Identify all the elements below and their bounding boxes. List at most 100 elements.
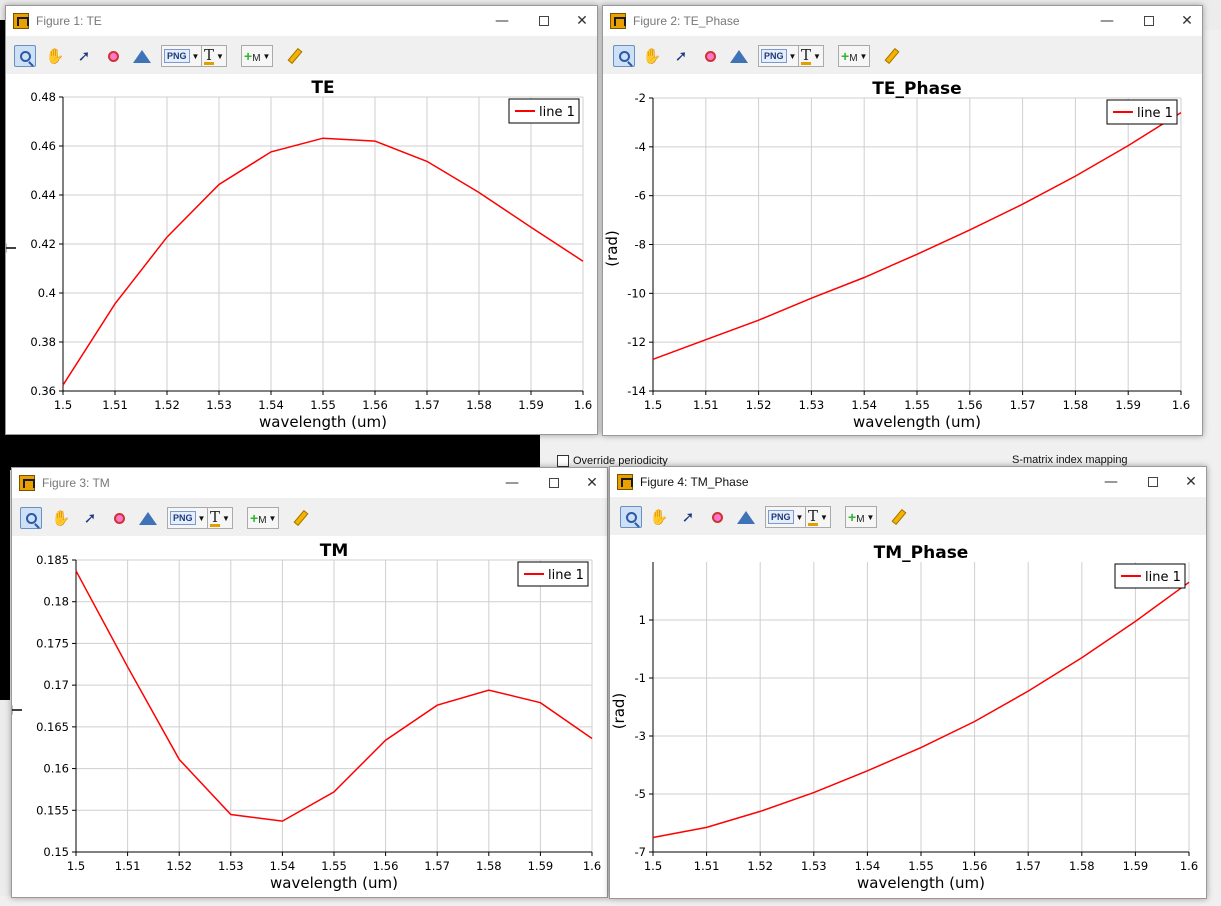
cursor-arrow-icon: ➚ (83, 510, 97, 527)
plot-area[interactable]: 1.5 1.51 1.52 1.53 1.54 1.55 1.56 1.57 1.58 1.59 1… (12, 536, 607, 897)
title-bar[interactable]: Figure 2: TE_Phase — ✕ (603, 6, 1202, 36)
select-tool-button[interactable]: ➚ (73, 45, 95, 67)
maximize-button[interactable] (1138, 471, 1168, 493)
export-png-dropdown[interactable]: PNG ▼ (167, 507, 209, 529)
magnifier-icon (25, 512, 37, 524)
x-tick-label: 1.52 (166, 859, 192, 873)
x-tick-label: 1.58 (1063, 398, 1089, 412)
x-axis-label: wavelength (um) (259, 413, 387, 431)
plot-area[interactable]: 1.5 1.51 1.52 1.53 1.54 1.55 1.56 1.57 1.58 1.59 1… (603, 74, 1202, 435)
autoscale-button[interactable] (131, 45, 153, 67)
maximize-button[interactable] (529, 10, 559, 32)
close-button[interactable]: ✕ (1185, 474, 1197, 490)
x-tick-label: 1.57 (1015, 859, 1041, 873)
pan-tool-button[interactable]: ✋ (648, 506, 670, 528)
pan-tool-button[interactable]: ✋ (641, 45, 663, 67)
text-tool-dropdown[interactable]: T ▼ (798, 45, 824, 67)
maximize-button[interactable] (1134, 10, 1164, 32)
figure-window-te[interactable]: Figure 1: TE — ✕ ✋ ➚ PNG ▼ T ▼ +M ▼ 1.5 1.51… (5, 5, 598, 435)
y-tick-label: 0.38 (30, 335, 56, 349)
edit-button[interactable] (284, 45, 306, 67)
data-cursor-button[interactable] (699, 45, 721, 67)
x-tick-label: 1.6 (574, 398, 592, 412)
title-bar[interactable]: Figure 4: TM_Phase — ✕ (610, 467, 1206, 497)
marker-tool-dropdown[interactable]: +M ▼ (247, 507, 280, 529)
legend-label: line 1 (1145, 570, 1181, 585)
marker-tool-dropdown[interactable]: +M ▼ (838, 45, 871, 67)
select-tool-button[interactable]: ➚ (670, 45, 692, 67)
marker-tool-dropdown[interactable]: +M ▼ (845, 506, 878, 528)
autoscale-button[interactable] (728, 45, 750, 67)
y-tick-label: 0.42 (30, 237, 56, 251)
autoscale-button[interactable] (735, 506, 757, 528)
select-tool-button[interactable]: ➚ (677, 506, 699, 528)
export-png-dropdown[interactable]: PNG ▼ (758, 45, 800, 67)
zoom-tool-button[interactable] (613, 45, 635, 67)
close-button[interactable]: ✕ (586, 475, 598, 491)
hand-icon: ✋ (51, 510, 71, 527)
zoom-tool-button[interactable] (14, 45, 36, 67)
edit-button[interactable] (290, 507, 312, 529)
legend-label: line 1 (539, 105, 575, 120)
title-bar[interactable]: Figure 1: TE — ✕ (6, 6, 597, 36)
y-tick-label: 0.155 (36, 803, 69, 817)
data-cursor-button[interactable] (108, 507, 130, 529)
zoom-tool-button[interactable] (20, 507, 42, 529)
x-tick-label: 1.56 (362, 398, 388, 412)
x-tick-label: 1.59 (1123, 859, 1149, 873)
y-tick-label: 0.175 (36, 636, 69, 650)
pencil-icon (287, 47, 303, 65)
chevron-down-icon: ▼ (222, 513, 230, 523)
zoom-tool-button[interactable] (620, 506, 642, 528)
x-tick-label: 1.5 (644, 859, 662, 873)
hand-icon: ✋ (45, 48, 65, 65)
export-png-dropdown[interactable]: PNG ▼ (161, 45, 203, 67)
override-periodicity-checkbox[interactable] (557, 455, 569, 467)
x-tick-label: 1.59 (1115, 398, 1141, 412)
maximize-button[interactable] (539, 472, 569, 494)
y-tick-label: 0.165 (36, 720, 69, 734)
text-tool-dropdown[interactable]: T ▼ (805, 506, 831, 528)
figure-window-tm-phase[interactable]: Figure 4: TM_Phase — ✕ ✋ ➚ PNG ▼ T ▼ +M ▼ 1… (609, 466, 1207, 899)
y-tick-label: 0.17 (43, 678, 69, 692)
y-axis-label: T (6, 243, 20, 254)
figure-toolbar: ✋ ➚ PNG ▼ T ▼ +M ▼ (610, 497, 1206, 535)
x-tick-label: 1.6 (1172, 398, 1190, 412)
pan-tool-button[interactable]: ✋ (50, 507, 72, 529)
x-tick-label: 1.59 (528, 859, 554, 873)
marker-icon: +M (841, 48, 858, 64)
pan-tool-button[interactable]: ✋ (44, 45, 66, 67)
window-title: Figure 3: TM (42, 476, 110, 490)
chevron-down-icon: ▼ (859, 51, 868, 61)
close-button[interactable]: ✕ (1181, 13, 1193, 29)
autoscale-button[interactable] (137, 507, 159, 529)
x-tick-label: 1.55 (908, 859, 934, 873)
text-tool-dropdown[interactable]: T ▼ (207, 507, 233, 529)
minimize-button[interactable]: — (1100, 13, 1114, 29)
minimize-button[interactable]: — (1104, 474, 1118, 490)
x-tick-label: 1.53 (218, 859, 244, 873)
hand-icon: ✋ (642, 48, 662, 65)
text-tool-dropdown[interactable]: T ▼ (201, 45, 227, 67)
edit-button[interactable] (881, 45, 903, 67)
magnifier-icon (618, 50, 630, 62)
select-tool-button[interactable]: ➚ (79, 507, 101, 529)
plot-area[interactable]: 1.5 1.51 1.52 1.53 1.54 1.55 1.56 1.57 1.58 1.59 1… (610, 535, 1206, 898)
y-tick-label: -10 (627, 286, 646, 300)
plot-area[interactable]: 1.5 1.51 1.52 1.53 1.54 1.55 1.56 1.57 1.58 1.59 1… (6, 74, 597, 434)
export-png-dropdown[interactable]: PNG ▼ (765, 506, 807, 528)
x-tick-label: 1.53 (799, 398, 825, 412)
data-cursor-button[interactable] (706, 506, 728, 528)
pencil-icon (884, 47, 900, 65)
edit-button[interactable] (888, 506, 910, 528)
figure-window-tm[interactable]: Figure 3: TM — ✕ ✋ ➚ PNG ▼ T ▼ +M ▼ 1.5 1.51… (11, 467, 608, 898)
x-tick-label: 1.57 (414, 398, 440, 412)
data-cursor-button[interactable] (102, 45, 124, 67)
title-bar[interactable]: Figure 3: TM — ✕ (12, 468, 607, 498)
figure-window-te-phase[interactable]: Figure 2: TE_Phase — ✕ ✋ ➚ PNG ▼ T ▼ +M ▼ 1… (602, 5, 1203, 436)
marker-tool-dropdown[interactable]: +M ▼ (241, 45, 274, 67)
minimize-button[interactable]: — (495, 13, 509, 29)
chevron-down-icon: ▼ (216, 51, 224, 61)
close-button[interactable]: ✕ (576, 13, 588, 29)
minimize-button[interactable]: — (505, 475, 519, 491)
